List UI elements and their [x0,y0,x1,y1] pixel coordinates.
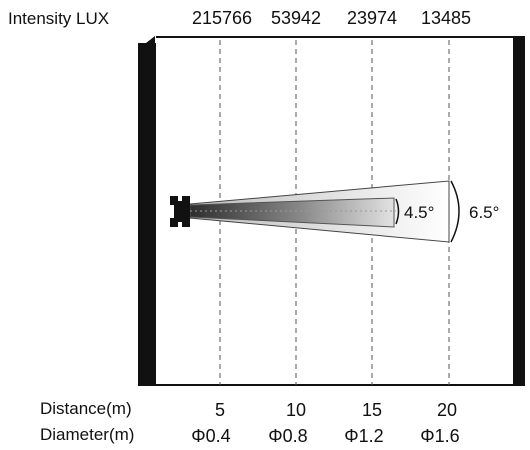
intensity-value: 13485 [421,8,471,28]
outer-angle-label: 6.5° [469,203,499,222]
right-wall [513,36,525,386]
left-wall-bar [138,43,156,386]
light-fixture-icon [170,196,190,227]
diameter-value: Φ1.2 [344,426,383,446]
diameter-value: Φ1.6 [420,426,459,446]
inner-angle-bracket [395,198,400,225]
intensity-value: 53942 [271,8,321,28]
outer-angle-bracket [450,180,460,243]
diameter-value: Φ0.4 [191,426,230,446]
distance-value: 20 [437,400,457,420]
diameter-value: Φ0.8 [268,426,307,446]
intensity-value: 215766 [192,8,252,28]
distance-value: 10 [286,400,306,420]
inner-angle-label: 4.5° [404,203,434,222]
distance-value: 5 [215,400,225,420]
distance-value: 15 [362,400,382,420]
distance-label: Distance(m) [40,399,132,418]
diameter-label: Diameter(m) [40,425,134,444]
intensity-label: Intensity LUX [8,9,109,28]
intensity-value: 23974 [347,8,397,28]
